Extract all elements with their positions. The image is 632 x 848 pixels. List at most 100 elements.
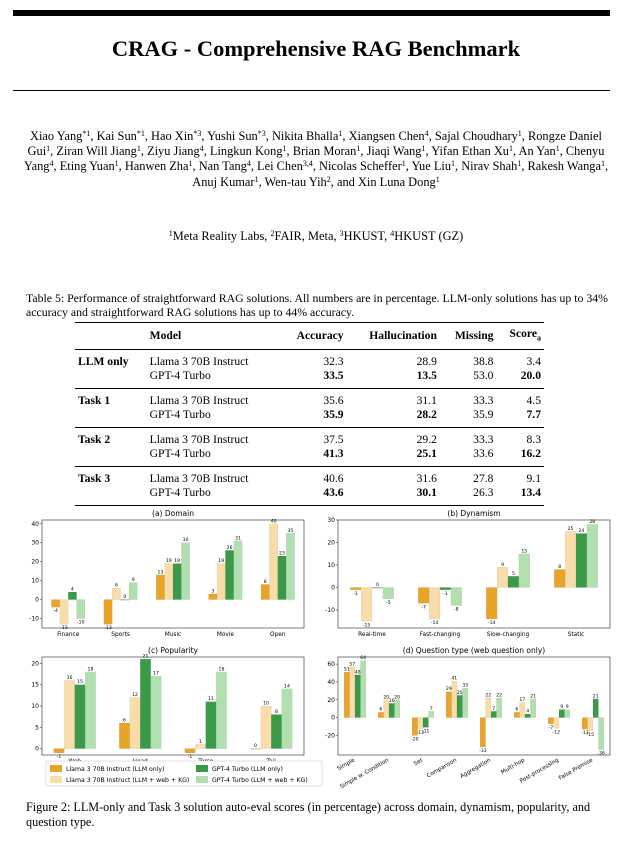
x-tick-label: Comparison: [426, 757, 458, 779]
author-name: Lei Chen: [257, 159, 303, 174]
legend-label: GPT-4 Turbo (LLM only): [212, 766, 283, 773]
table-header-score: Scorea: [496, 321, 544, 351]
chart-bar: [76, 599, 86, 619]
data-label: -4: [53, 608, 58, 614]
chart-bar: [112, 588, 121, 600]
affiliation-name: Meta Reality Labs: [172, 229, 265, 243]
data-label: 57: [349, 661, 355, 667]
data-label: 24: [579, 528, 585, 534]
data-label: 3: [211, 588, 214, 594]
author-affiliation-mark: *3: [257, 129, 266, 138]
data-label: -1: [188, 754, 193, 760]
chart-panel: (c) Popularity05101520-1161518Web6122117…: [31, 646, 305, 765]
author-name: Eting Yuan: [59, 159, 115, 174]
chart-bar: [172, 563, 182, 600]
author-affiliation-mark: 1: [254, 174, 259, 184]
data-label: -15: [587, 732, 595, 738]
author-list: Xiao Yang*1, Kai Sun*1, Hao Xin*3, Yushi…: [23, 129, 609, 189]
chart-bar: [205, 701, 217, 749]
results-table: Model Accuracy Hallucination Missing Sco…: [75, 321, 544, 507]
data-label: -13: [417, 730, 425, 736]
author-name: Xiao Yang: [30, 129, 83, 143]
author-affiliation-mark: 4: [424, 129, 429, 138]
chart-bar: [184, 748, 196, 754]
table-group-label: Task 1: [75, 388, 147, 409]
table-cell-model: Llama 3 70B Instruct: [146, 388, 280, 409]
chart-frame: [41, 519, 305, 629]
x-tick-label: Aggregation: [459, 757, 492, 780]
x-tick-label: Music: [165, 632, 182, 638]
table-group-label: [75, 408, 147, 428]
chart-bar: [553, 717, 560, 729]
data-label: 1: [199, 739, 202, 745]
chart-bar: [439, 587, 452, 590]
data-label: -13: [581, 730, 589, 736]
chart-bar: [581, 717, 588, 730]
data-label: 14: [284, 683, 290, 689]
author-name: Wen-tau Yih: [264, 174, 327, 189]
chart-bar: [377, 712, 384, 718]
author-affiliation-mark: 1: [435, 174, 440, 184]
table-cell-value: 35.6: [279, 388, 347, 409]
table-cell-model: GPT-4 Turbo: [146, 486, 280, 507]
chart-bar: [128, 582, 138, 600]
chart-bar: [524, 713, 531, 718]
table-header-accuracy: Accuracy: [279, 321, 347, 351]
y-tick-label: 40: [327, 679, 335, 686]
table-cell-value: 32.3: [323, 355, 344, 369]
legend-label: Llama 3 70B Instruct (LLM only): [66, 766, 165, 773]
chart-bar: [271, 714, 282, 749]
table-row: GPT-4 Turbo 35.9 28.2 35.9 7.7: [75, 408, 544, 428]
chart-bar: [225, 550, 234, 600]
data-label: -14: [431, 620, 439, 626]
legend-swatch: [50, 765, 62, 772]
table-cell-value: 38.8: [473, 355, 494, 369]
data-label: -36: [597, 751, 605, 757]
data-label: 6: [515, 707, 518, 713]
author-name: Ziyu Jiang: [147, 144, 200, 159]
table-group-label: Task 2: [75, 427, 147, 448]
table-cell-value: 30.1: [346, 486, 440, 507]
author-affiliation-mark: *1: [82, 129, 91, 138]
author-affiliation-mark: 1: [517, 129, 522, 138]
chart-bar: [485, 697, 492, 718]
data-label: 28: [589, 519, 595, 525]
y-tick-label: 0: [35, 597, 39, 604]
affiliation-mark: 3: [339, 229, 344, 238]
chart-bar: [451, 680, 458, 718]
affiliation-mark: 4: [390, 229, 395, 238]
chart-bar: [530, 698, 537, 718]
y-tick-label: 20: [31, 660, 39, 667]
table-cell-value: 31.6: [346, 466, 440, 487]
table-cell-model: Llama 3 70B Instruct: [149, 355, 249, 369]
chart-frame: [337, 656, 611, 756]
x-tick-label: Open: [270, 632, 286, 638]
data-label: -8: [454, 607, 459, 613]
author-name: Brian Moran: [292, 144, 357, 159]
legend-swatch: [50, 776, 62, 783]
data-label: 18: [219, 666, 225, 672]
chart-frame: [337, 519, 611, 629]
affiliation-name: HKUST: [343, 229, 385, 243]
legend-label: Llama 3 70B Instruct (LLM + web + KG): [66, 777, 189, 784]
data-label: 8: [264, 579, 267, 585]
data-label: -1: [353, 591, 358, 597]
x-tick-label: Real-time: [358, 632, 386, 638]
data-label: 9: [560, 704, 563, 710]
chart-bar: [564, 531, 577, 588]
table-cell-value: 16.2: [520, 447, 541, 461]
x-tick-label: Multi-hop: [500, 757, 526, 776]
author-name: Yue Liu: [411, 159, 452, 174]
chart-bar: [250, 748, 261, 750]
chart-bar: [164, 563, 174, 600]
table-row: GPT-4 Turbo 41.3 25.1 33.6 16.2: [75, 447, 544, 467]
affiliation-mark: 2: [270, 229, 275, 238]
chart-bar: [260, 584, 270, 600]
author-affiliation-mark: 1: [282, 144, 287, 154]
author-name: Hao Xin: [151, 129, 194, 143]
table-cell-value: 7.7: [526, 408, 542, 422]
y-tick-label: 40: [31, 521, 39, 528]
data-label: 6: [115, 583, 118, 589]
table-cell-value: 27.8: [439, 466, 497, 487]
author-affiliation-mark: 1: [188, 159, 193, 169]
